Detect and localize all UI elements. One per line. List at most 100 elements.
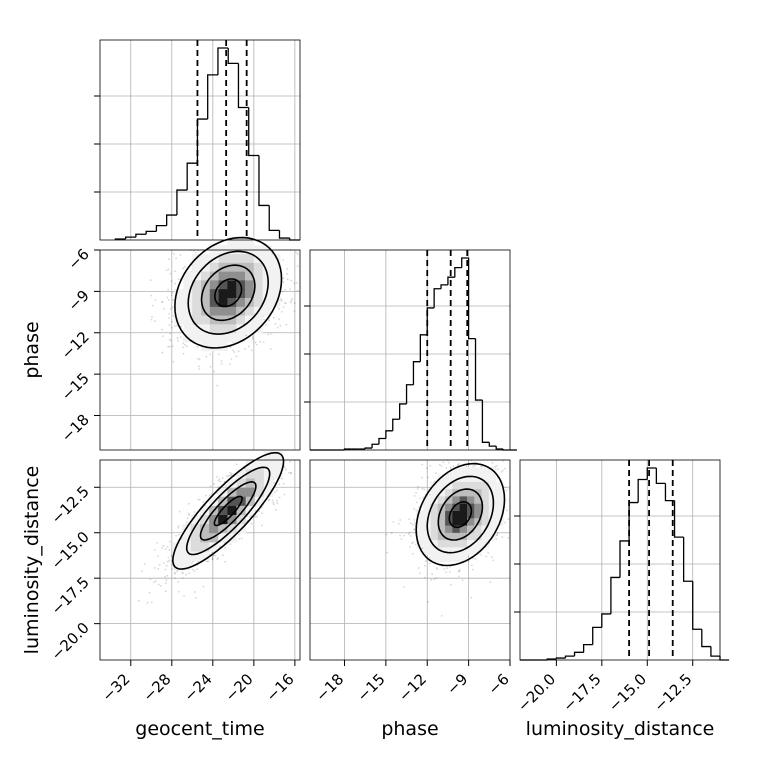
density-cell bbox=[437, 554, 446, 563]
scatter-point bbox=[188, 512, 190, 515]
hist-bar-phase-17 bbox=[426, 307, 435, 335]
density-cell bbox=[481, 518, 490, 526]
density-cell bbox=[452, 503, 460, 512]
scatter-point bbox=[480, 465, 482, 468]
density-cell bbox=[437, 525, 446, 534]
contour-geocent_time__phase-2 bbox=[187, 250, 270, 335]
scatter-point bbox=[284, 468, 287, 471]
tick-label-x: −32 bbox=[98, 670, 133, 705]
density-cell bbox=[437, 540, 446, 548]
scatter-point bbox=[280, 299, 283, 302]
scatter-point bbox=[417, 485, 420, 488]
scatter-point bbox=[220, 360, 223, 362]
density-cell bbox=[445, 511, 453, 519]
contour-geocent_time__luminosity_distance-1 bbox=[199, 480, 257, 541]
density-cell bbox=[430, 503, 439, 512]
scatter-point bbox=[169, 308, 172, 310]
density-cell bbox=[467, 532, 475, 541]
scatter-point bbox=[250, 349, 253, 352]
density-cell bbox=[423, 496, 431, 504]
density-cell bbox=[209, 315, 219, 325]
hist-bar-phase-8 bbox=[364, 447, 373, 450]
scatter-point bbox=[154, 320, 156, 322]
scatter-point bbox=[258, 510, 260, 512]
scatter-point bbox=[470, 564, 473, 567]
scatter-point bbox=[438, 463, 441, 466]
density-cell bbox=[271, 271, 281, 281]
scatter-point bbox=[235, 355, 238, 358]
scatter-point bbox=[502, 469, 504, 472]
hist-bar-geocent_time-12 bbox=[237, 63, 249, 109]
scatter-point bbox=[225, 484, 228, 487]
scatter-point bbox=[282, 277, 285, 279]
hist-bar-luminosity_distance-8 bbox=[592, 626, 602, 645]
scatter-point bbox=[423, 488, 426, 491]
density-cell bbox=[437, 481, 446, 490]
density-cell bbox=[416, 532, 424, 541]
scatter-point bbox=[411, 523, 414, 526]
scatter-point bbox=[283, 493, 286, 496]
scatter-point bbox=[245, 334, 248, 337]
scatter-point bbox=[440, 465, 443, 467]
density-cell bbox=[467, 518, 475, 526]
scatter-point bbox=[179, 336, 182, 339]
hist-bar-geocent_time-4 bbox=[155, 224, 167, 232]
scatter-point bbox=[182, 352, 185, 355]
hist-bar-luminosity_distance-16 bbox=[664, 483, 675, 502]
density-cell bbox=[496, 511, 504, 519]
density-cell bbox=[192, 306, 202, 316]
hist-bar-phase-27 bbox=[495, 446, 504, 450]
scatter-point bbox=[385, 533, 388, 536]
hist-bar-luminosity_distance-13 bbox=[637, 478, 648, 503]
scatter-point bbox=[421, 463, 424, 466]
scatter-point bbox=[167, 288, 170, 291]
density-cell bbox=[467, 547, 475, 555]
scatter-point bbox=[177, 524, 180, 527]
scatter-point bbox=[157, 583, 160, 586]
scatter-point bbox=[289, 301, 292, 304]
scatter-point bbox=[178, 510, 181, 513]
scatter-point bbox=[167, 345, 170, 348]
density-cell bbox=[452, 474, 460, 483]
scatter-point bbox=[408, 518, 410, 520]
density-cell bbox=[236, 262, 246, 272]
density-cell bbox=[496, 489, 504, 497]
density-cell bbox=[474, 503, 482, 512]
density-cell bbox=[459, 503, 468, 512]
scatter-point bbox=[435, 472, 438, 475]
scatter-point bbox=[165, 269, 168, 272]
hist-bar-phase-23 bbox=[467, 258, 476, 340]
scatter-point bbox=[272, 501, 275, 504]
hist-bar-phase-9 bbox=[371, 443, 379, 449]
density-cell bbox=[227, 524, 237, 534]
density-cell bbox=[263, 469, 274, 479]
scatter-point bbox=[205, 494, 207, 497]
density-cell bbox=[430, 540, 439, 548]
density-cell bbox=[253, 262, 263, 272]
scatter-point bbox=[458, 570, 461, 572]
density-cell bbox=[236, 315, 246, 325]
density-cell bbox=[236, 271, 246, 281]
density-cell bbox=[459, 547, 468, 555]
scatter-point bbox=[177, 590, 180, 593]
density-cell bbox=[172, 560, 182, 571]
scatter-point bbox=[421, 476, 423, 479]
scatter-point bbox=[274, 322, 277, 325]
scatter-point bbox=[428, 493, 431, 496]
density-cell bbox=[172, 551, 182, 561]
density-cell bbox=[496, 503, 504, 512]
scatter-point bbox=[186, 517, 189, 520]
density-cell bbox=[227, 289, 237, 299]
density-cell bbox=[218, 289, 228, 299]
density-cell bbox=[245, 289, 255, 299]
scatter-point bbox=[449, 566, 452, 568]
scatter-point bbox=[507, 537, 510, 539]
scatter-point bbox=[472, 465, 475, 468]
hist-bar-luminosity_distance-7 bbox=[582, 643, 593, 653]
density-cell bbox=[445, 525, 453, 534]
hist-bar-luminosity_distance-21 bbox=[710, 646, 720, 657]
density-cell bbox=[192, 315, 202, 325]
density-cell bbox=[474, 540, 482, 548]
density-cell bbox=[263, 478, 274, 488]
scatter-point bbox=[291, 297, 293, 300]
